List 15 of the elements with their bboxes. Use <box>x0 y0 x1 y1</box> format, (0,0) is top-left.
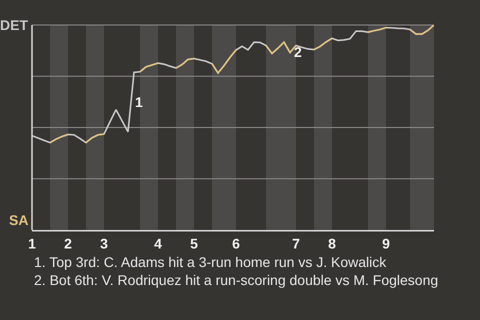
x-tick-label: 1 <box>28 235 36 252</box>
text: 1. Top 3rd: C. Adams hit a 3-run home run vs J. Kowalick <box>34 254 388 270</box>
x-tick-label: 5 <box>190 235 198 252</box>
x-tick-label: 2 <box>64 235 72 252</box>
x-tick-label: 4 <box>154 235 162 252</box>
x-tick-label: 7 <box>292 235 300 252</box>
text: DET <box>0 17 28 33</box>
x-tick-label: 8 <box>328 235 336 252</box>
text: SA <box>9 212 28 228</box>
x-tick-label: 9 <box>382 235 390 252</box>
annotation: 1 <box>135 94 143 110</box>
text: 2. Bot 6th: V. Rodriquez hit a run-scoring double vs M. Foglesong <box>34 272 438 288</box>
x-tick-label: 3 <box>100 235 108 252</box>
annotation: 2 <box>294 44 302 60</box>
x-tick-label: 6 <box>232 235 240 252</box>
